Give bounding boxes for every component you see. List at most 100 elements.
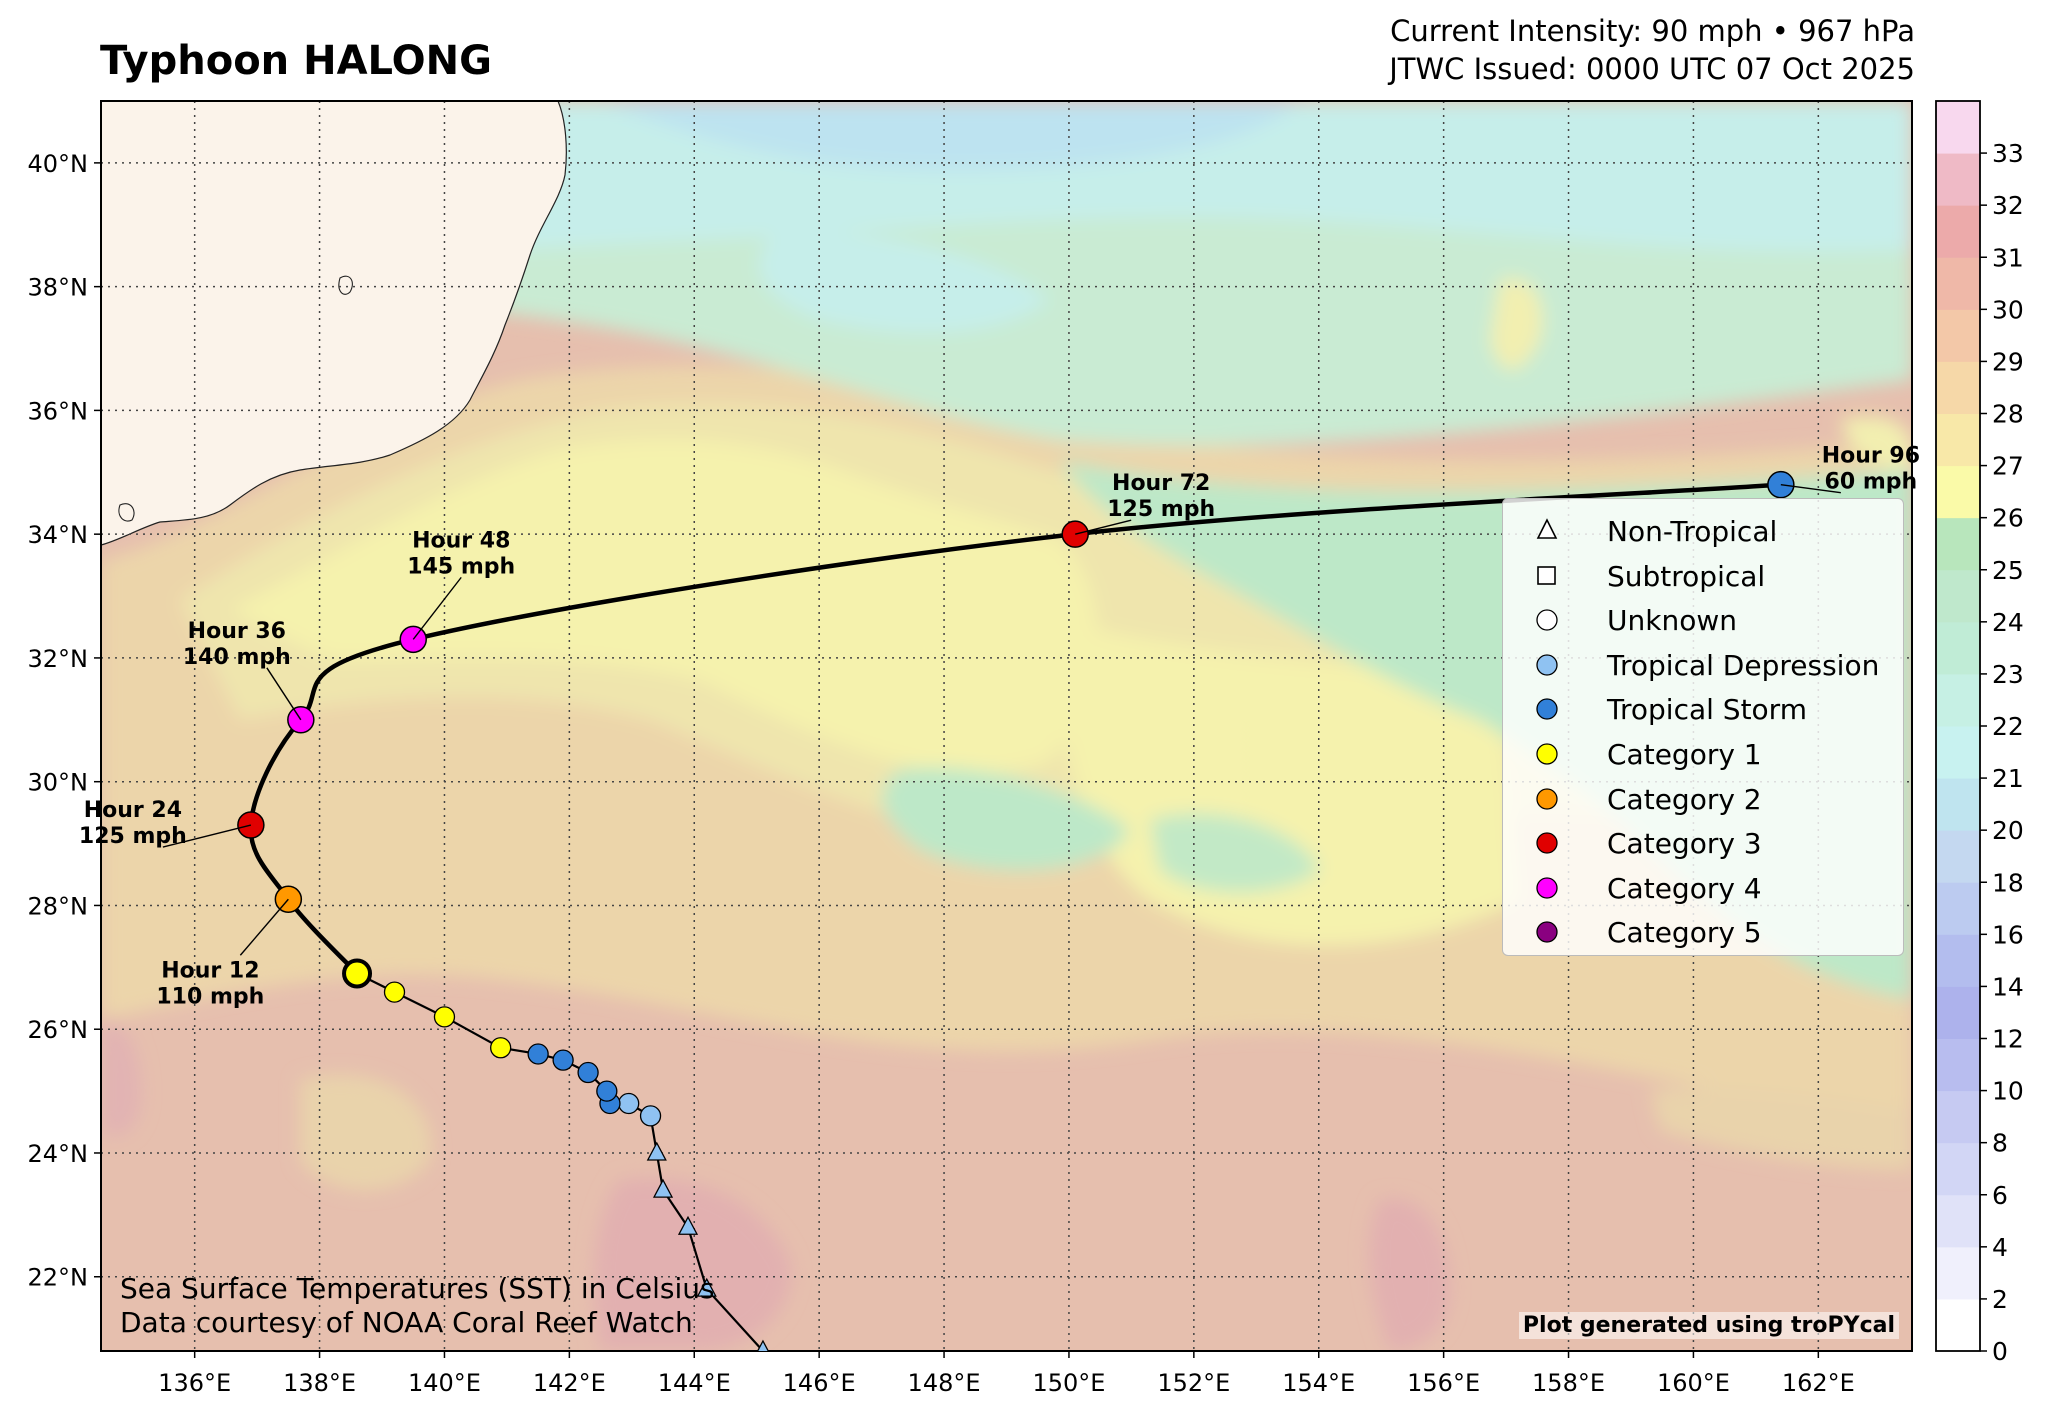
legend-item: Non-Tropical (1503, 513, 1903, 549)
colorbar-segment (1936, 1090, 1980, 1144)
legend-label: Unknown (1607, 604, 1737, 638)
lon-tick-label: 152°E (1157, 1369, 1230, 1397)
lon-tick-label: 160°E (1657, 1369, 1730, 1397)
legend-circle-icon (1536, 787, 1558, 810)
legend-circle-icon (1536, 832, 1558, 854)
colorbar-tick-label: 29 (1992, 347, 2024, 376)
colorbar-tick-label: 23 (1992, 660, 2024, 689)
current-position-marker (342, 958, 373, 989)
colorbar-segment (1936, 153, 1980, 206)
legend-item: Category 4 (1503, 870, 1903, 906)
legend-label: Category 1 (1607, 738, 1762, 771)
colorbar-tick-label: 24 (1992, 608, 2024, 637)
lat-tick-label: 36°N (28, 397, 89, 425)
forecast-wind-label: 145 mph (407, 554, 515, 579)
colorbar-tick-label: 20 (1992, 816, 2024, 845)
forecast-label-leader (1075, 519, 1132, 535)
colorbar-segment (1936, 257, 1980, 310)
colorbar-segment (1936, 986, 1980, 1039)
colorbar-tick-label: 21 (1992, 764, 2024, 793)
lon-tick-label: 136°E (158, 1369, 231, 1397)
graticule (101, 101, 1912, 1351)
sst-credit: Sea Surface Temperatures (SST) in Celsiu… (120, 1272, 715, 1305)
colorbar-tick-label: 27 (1992, 452, 2024, 481)
colorbar-tick-label: 12 (1992, 1025, 2024, 1054)
legend-square-icon (1537, 565, 1556, 585)
colorbar-tick-label: 8 (1992, 1129, 2008, 1158)
forecast-hour-label: Hour 96 (1822, 444, 1920, 469)
colorbar-segment (1936, 621, 1980, 675)
lat-tick-label: 30°N (28, 769, 89, 797)
colorbar-tick-label: 10 (1992, 1077, 2024, 1106)
track-point-non-tropical (756, 1339, 769, 1351)
colorbar-segment (1936, 465, 1980, 519)
colorbar-segment (1936, 673, 1980, 727)
colorbar-segment (1936, 1298, 1980, 1352)
colorbar-tick-label: 18 (1992, 868, 2024, 897)
forecast-hour-label: Hour 24 (84, 798, 182, 823)
forecast-hour-label: Hour 48 (412, 528, 510, 553)
lon-tick-label: 156°E (1407, 1369, 1480, 1397)
legend-item: Category 5 (1503, 914, 1903, 950)
lon-tick-label: 154°E (1282, 1369, 1355, 1397)
legend-label: Tropical Storm (1607, 693, 1807, 727)
colorbar-segment (1936, 413, 1980, 467)
colorbar-tick-label: 25 (1992, 556, 2024, 585)
forecast-hour-label: Hour 36 (188, 619, 286, 644)
colorbar-segment (1936, 1194, 1980, 1248)
track-point-non-tropical (646, 1141, 667, 1161)
forecast-wind-label: 60 mph (1825, 470, 1918, 495)
lon-tick-label: 158°E (1532, 1369, 1605, 1397)
lat-tick-label: 40°N (28, 150, 89, 178)
issued-time: JTWC Issued: 0000 UTC 07 Oct 2025 (1389, 52, 1915, 86)
colorbar-tick-label: 6 (1992, 1181, 2008, 1210)
legend-label: Category 3 (1607, 827, 1762, 861)
colorbar-tick-label: 22 (1992, 712, 2024, 741)
forecast-wind-label: 125 mph (1107, 497, 1215, 522)
lon-tick-label: 140°E (408, 1369, 481, 1397)
colorbar-tick-label: 2 (1992, 1285, 2008, 1314)
legend-label: Tropical Depression (1607, 648, 1880, 682)
legend-triangle-icon (1536, 518, 1558, 539)
lon-tick-label: 146°E (783, 1369, 856, 1397)
forecast-hour-label: Hour 12 (161, 958, 259, 983)
track-point (383, 981, 406, 1003)
colorbar-segment (1936, 1246, 1980, 1300)
colorbar-tick-label: 32 (1992, 191, 2024, 220)
colorbar-segment (1936, 882, 1980, 935)
track-point (433, 1006, 456, 1028)
legend-label: Category 4 (1607, 871, 1762, 905)
forecast-hour-label: Hour 72 (1112, 471, 1210, 496)
colorbar-tick-label: 28 (1992, 400, 2024, 429)
legend-circle-icon (1536, 609, 1558, 631)
lon-tick-label: 142°E (533, 1369, 606, 1397)
colorbar-segment (1936, 726, 1980, 779)
island-detail (118, 503, 135, 522)
lat-tick-label: 34°N (28, 521, 89, 549)
colorbar-segment (1936, 830, 1980, 883)
lat-tick-label: 32°N (28, 645, 89, 673)
track-point (527, 1043, 549, 1065)
sst-colorbar: 0246810121416182021222324252627282930313… (1935, 100, 2024, 1366)
forecast-label-leader (239, 898, 289, 956)
forecast-label-leader (266, 667, 302, 721)
colorbar-tick-label: 26 (1992, 504, 2024, 533)
lat-tick-label: 38°N (28, 274, 89, 302)
colorbar-tick-label: 14 (1992, 972, 2024, 1001)
forecast-label-leader (412, 576, 462, 640)
colorbar-segment (1936, 517, 1980, 571)
track-point (577, 1061, 599, 1084)
forecast-label-leader (1780, 483, 1841, 494)
legend-circle-icon (1536, 743, 1558, 765)
forecast-wind-label: 110 mph (156, 984, 264, 1009)
track-point-non-tropical (677, 1215, 699, 1235)
track-point-non-tropical (652, 1178, 674, 1198)
legend-item: Category 1 (1503, 736, 1903, 772)
current-intensity: Current Intensity: 90 mph • 967 hPa (1390, 14, 1915, 48)
tropycal-credit: Plot generated using troPYcal (1518, 1312, 1899, 1339)
colorbar-segment (1936, 569, 1980, 623)
lat-tick-label: 24°N (28, 1140, 89, 1168)
colorbar-tick-label: 31 (1992, 243, 2024, 272)
colorbar-segment (1936, 934, 1980, 987)
